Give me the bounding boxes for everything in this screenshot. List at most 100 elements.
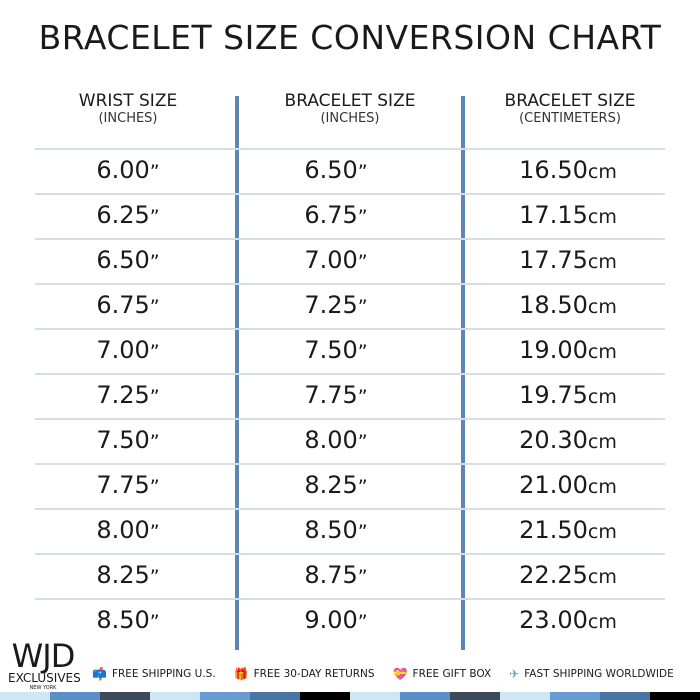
cell-value: 16.50 <box>519 156 588 184</box>
cell-unit: cm <box>587 611 617 633</box>
row-divider <box>35 328 665 330</box>
cell-value: 6.25 <box>96 201 150 229</box>
stripe-segment <box>200 692 250 700</box>
table-cell: 7.25” <box>18 381 238 409</box>
stripe-segment <box>650 692 700 700</box>
cell-unit: cm <box>587 206 617 228</box>
perk-label: FREE GIFT BOX <box>412 668 492 680</box>
stripe-segment <box>0 692 50 700</box>
column-header-bracelet-cm: BRACELET SIZE (CENTIMETERS) <box>470 91 670 126</box>
stripe-segment <box>300 692 350 700</box>
table-cell: 20.30cm <box>458 426 678 454</box>
table-cell: 7.75” <box>18 471 238 499</box>
gift-heart-icon: 💝 <box>392 667 408 681</box>
cell-value: 21.00 <box>519 471 588 499</box>
column-header-wrist: WRIST SIZE (INCHES) <box>28 91 228 126</box>
cell-unit: ” <box>149 521 160 543</box>
cell-value: 7.50 <box>304 336 358 364</box>
table-cell: 8.25” <box>18 561 238 589</box>
cell-value: 7.50 <box>96 426 150 454</box>
column-unit: (INCHES) <box>98 110 158 126</box>
cell-unit: ” <box>149 611 160 633</box>
table-cell: 6.00” <box>18 156 238 184</box>
table-cell: 22.25cm <box>458 561 678 589</box>
cell-unit: cm <box>587 161 617 183</box>
table-cell: 8.50” <box>226 516 446 544</box>
stripe-segment <box>250 692 300 700</box>
cell-value: 6.75 <box>96 291 150 319</box>
cell-unit: ” <box>149 476 160 498</box>
row-divider <box>35 193 665 195</box>
table-cell: 21.00cm <box>458 471 678 499</box>
row-divider <box>35 553 665 555</box>
cell-unit: ” <box>357 431 368 453</box>
cell-unit: ” <box>357 476 368 498</box>
cell-unit: ” <box>149 206 160 228</box>
cell-value: 6.75 <box>304 201 358 229</box>
cell-unit: ” <box>357 521 368 543</box>
mailbox-icon: 📫 <box>92 667 107 681</box>
cell-unit: cm <box>587 431 617 453</box>
table-cell: 6.75” <box>226 201 446 229</box>
stripe-segment <box>600 692 650 700</box>
table-cell: 7.00” <box>226 246 446 274</box>
stripe-segment <box>400 692 450 700</box>
table-cell: 23.00cm <box>458 606 678 634</box>
cell-value: 19.75 <box>519 381 588 409</box>
cell-unit: ” <box>149 251 160 273</box>
row-divider <box>35 238 665 240</box>
cell-value: 8.50 <box>304 516 358 544</box>
cell-value: 19.00 <box>519 336 588 364</box>
table-cell: 16.50cm <box>458 156 678 184</box>
perk-label: FREE 30-DAY RETURNS <box>253 668 375 680</box>
perk-gift-box: 💝 FREE GIFT BOX <box>393 667 492 681</box>
table-cell: 18.50cm <box>458 291 678 319</box>
gift-icon: 🎁 <box>233 667 249 681</box>
table-cell: 19.00cm <box>458 336 678 364</box>
table-cell: 7.50” <box>226 336 446 364</box>
footer: WJD EXCLUSIVES NEW YORK 📫 FREE SHIPPING U… <box>0 640 700 692</box>
brand-logo: WJD EXCLUSIVES NEW YORK <box>8 637 81 691</box>
cell-unit: cm <box>587 521 617 543</box>
cell-value: 23.00 <box>519 606 588 634</box>
cell-value: 17.75 <box>519 246 588 274</box>
logo-main: WJD <box>11 637 76 675</box>
perk-worldwide: ✈ FAST SHIPPING WORLDWIDE <box>509 667 674 681</box>
table-cell: 17.15cm <box>458 201 678 229</box>
cell-unit: ” <box>149 341 160 363</box>
stripe-segment <box>500 692 550 700</box>
cell-value: 8.00 <box>96 516 150 544</box>
table-cell: 8.25” <box>226 471 446 499</box>
column-label: WRIST SIZE <box>78 91 178 111</box>
stripe-segment <box>50 692 100 700</box>
table-cell: 7.50” <box>18 426 238 454</box>
cell-unit: cm <box>587 296 617 318</box>
table-cell: 8.00” <box>226 426 446 454</box>
cell-value: 6.50 <box>304 156 358 184</box>
table-cell: 19.75cm <box>458 381 678 409</box>
table-cell: 21.50cm <box>458 516 678 544</box>
row-divider <box>35 463 665 465</box>
row-divider <box>35 283 665 285</box>
cell-value: 7.75 <box>304 381 358 409</box>
cell-unit: ” <box>357 206 368 228</box>
cell-unit: ” <box>149 296 160 318</box>
cell-value: 8.50 <box>96 606 150 634</box>
cell-unit: ” <box>149 161 160 183</box>
perk-label: FREE SHIPPING U.S. <box>111 668 216 680</box>
cell-unit: ” <box>149 566 160 588</box>
cell-value: 7.75 <box>96 471 150 499</box>
table-cell: 7.75” <box>226 381 446 409</box>
cell-unit: ” <box>357 161 368 183</box>
stripe-segment <box>100 692 150 700</box>
cell-unit: ” <box>149 386 160 408</box>
logo-sub: EXCLUSIVES <box>8 671 81 685</box>
table-cell: 17.75cm <box>458 246 678 274</box>
cell-value: 7.25 <box>96 381 150 409</box>
cell-value: 17.15 <box>519 201 588 229</box>
cell-value: 8.75 <box>304 561 358 589</box>
stripe-segment <box>350 692 400 700</box>
cell-value: 8.25 <box>304 471 358 499</box>
perk-label: FAST SHIPPING WORLDWIDE <box>524 668 674 680</box>
